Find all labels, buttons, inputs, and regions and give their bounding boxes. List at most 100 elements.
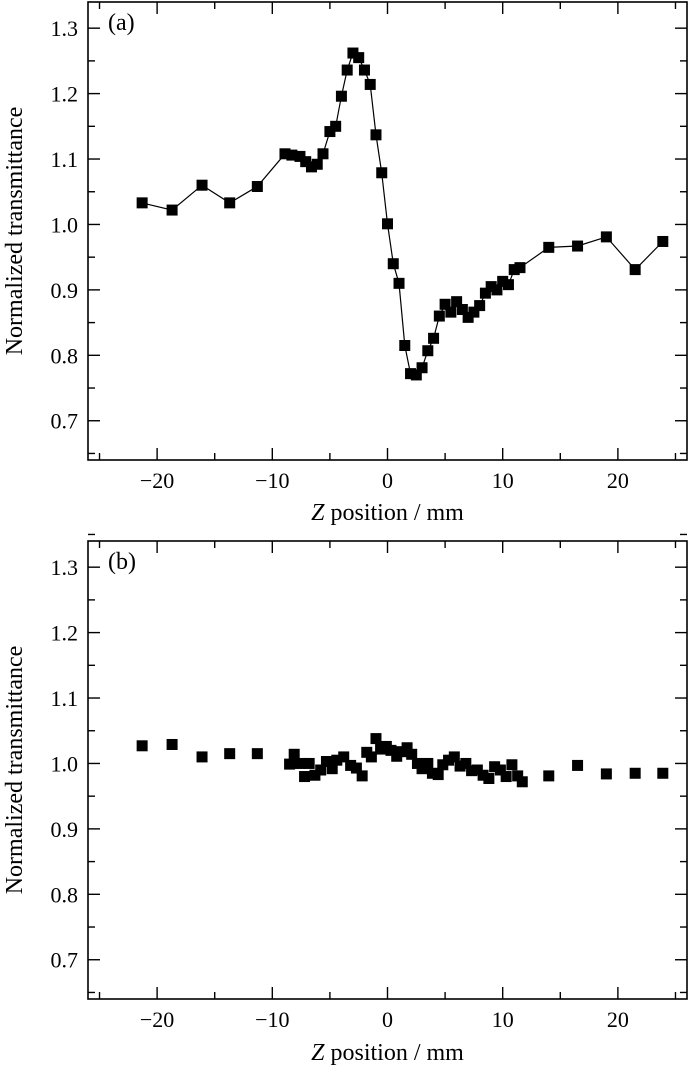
- data-point: [657, 767, 669, 779]
- x-axis-label: Z position / mm: [311, 500, 464, 526]
- data-point: [224, 197, 236, 209]
- data-point: [405, 368, 417, 380]
- data-point: [299, 771, 311, 783]
- data-point: [500, 771, 512, 783]
- data-point: [345, 759, 357, 771]
- data-point: [358, 64, 370, 76]
- data-point: [600, 768, 612, 780]
- data-point: [657, 235, 669, 247]
- y-tick-label: 1.0: [51, 212, 79, 237]
- data-point: [166, 204, 178, 216]
- data-point: [422, 757, 434, 769]
- data-point: [422, 345, 434, 357]
- data-point: [286, 149, 298, 161]
- data-point: [305, 161, 317, 173]
- y-tick-label: 0.8: [51, 882, 79, 907]
- data-point: [416, 362, 428, 374]
- x-tick-label: 0: [382, 1007, 393, 1032]
- x-tick-label: −20: [140, 468, 174, 493]
- chart-panel: −20 −10 0 10 20 0.7 0.8 0.9 1.0 1.1 1.2 1.3 (a) Z pos…: [2, 1, 688, 526]
- data-point: [497, 275, 509, 287]
- data-point: [224, 748, 236, 760]
- data-point: [437, 759, 449, 771]
- data-point: [514, 262, 526, 274]
- data-point: [196, 751, 208, 763]
- data-point: [320, 755, 332, 767]
- data-point: [629, 767, 641, 779]
- y-tick-label: 0.7: [51, 409, 79, 434]
- data-point: [543, 770, 555, 782]
- x-tick-label: 0: [382, 468, 393, 493]
- x-axis-label: Z position / mm: [311, 1040, 464, 1066]
- data-point: [494, 764, 506, 776]
- data-point: [356, 770, 368, 782]
- data-point: [401, 742, 413, 754]
- data-point: [477, 769, 489, 781]
- data-point: [508, 264, 520, 276]
- data-point: [370, 129, 382, 141]
- data-point: [309, 769, 321, 781]
- data-point: [300, 156, 312, 168]
- data-point: [491, 284, 503, 296]
- y-tick-label: 0.9: [51, 817, 79, 842]
- data-point: [416, 763, 428, 775]
- data-point: [516, 776, 528, 788]
- data-point: [479, 287, 491, 299]
- panel-label: (b): [108, 549, 136, 575]
- data-point: [456, 304, 468, 316]
- data-point: [428, 332, 440, 344]
- data-point: [572, 240, 584, 252]
- data-point: [572, 759, 584, 771]
- data-point: [279, 148, 291, 160]
- panel-label: (a): [108, 10, 135, 36]
- data-point: [387, 258, 399, 270]
- data-point: [347, 47, 359, 59]
- data-point: [432, 769, 444, 781]
- data-point: [460, 757, 472, 769]
- data-point: [474, 300, 486, 312]
- data-point: [471, 764, 483, 776]
- plot-frame: [87, 540, 688, 1000]
- chart-panel: −20 −10 0 10 20 0.7 0.8 0.9 1.0 1.1 1.2 1.3 (b) Z pos…: [2, 533, 688, 1066]
- plot-frame: [87, 1, 688, 461]
- data-point: [543, 241, 555, 253]
- data-point: [426, 767, 438, 779]
- data-point: [303, 757, 315, 769]
- y-tick-label: 1.1: [51, 686, 79, 711]
- x-tick-label: −10: [255, 468, 289, 493]
- data-point: [315, 764, 327, 776]
- data-point: [136, 740, 148, 752]
- data-point: [326, 763, 338, 775]
- data-point: [331, 754, 343, 766]
- x-tick-label: 10: [492, 468, 514, 493]
- data-point: [385, 744, 397, 756]
- data-point: [485, 281, 497, 293]
- data-point: [166, 738, 178, 750]
- data-point: [395, 746, 407, 758]
- x-axis-label-symbol: Z: [311, 500, 325, 526]
- x-axis-label-symbol: Z: [311, 1040, 325, 1066]
- data-point: [364, 78, 376, 90]
- data-point: [324, 126, 336, 138]
- data-point: [365, 751, 377, 763]
- y-tick-label: 1.3: [51, 555, 79, 580]
- data-point: [382, 218, 393, 230]
- data-point: [370, 733, 382, 745]
- data-point: [335, 90, 347, 102]
- data-point: [251, 181, 263, 193]
- data-point: [294, 150, 306, 162]
- data-point: [350, 762, 362, 774]
- x-tick-label: 20: [607, 1007, 629, 1032]
- data-point: [288, 748, 300, 760]
- data-point: [600, 231, 612, 243]
- y-tick-label: 1.1: [51, 147, 79, 172]
- x-tick-label: −20: [140, 1007, 174, 1032]
- data-point: [445, 306, 457, 318]
- data-point: [341, 64, 353, 76]
- data-point: [375, 743, 387, 755]
- data-point: [410, 369, 422, 381]
- data-point: [506, 759, 518, 771]
- data-point: [512, 770, 524, 782]
- data-point: [311, 158, 323, 170]
- data-point: [454, 760, 466, 772]
